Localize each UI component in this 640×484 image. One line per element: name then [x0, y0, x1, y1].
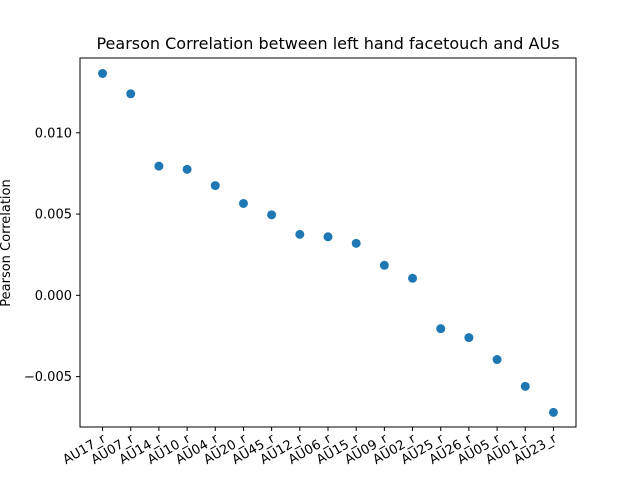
data-point: [520, 381, 530, 391]
data-point: [267, 210, 277, 220]
data-point: [182, 164, 192, 174]
y-axis-ticks: −0.005 0.000 0.005 0.010: [24, 126, 80, 385]
data-point: [126, 89, 136, 99]
y-tick-label: 0.010: [35, 126, 72, 141]
data-point: [408, 273, 418, 283]
data-point: [351, 238, 361, 248]
y-tick-label: −0.005: [24, 370, 72, 385]
data-point: [295, 229, 305, 239]
chart-title: Pearson Correlation between left hand fa…: [96, 34, 559, 53]
data-point: [98, 68, 108, 78]
data-point: [436, 324, 446, 334]
y-tick-label: 0.005: [35, 208, 72, 223]
plot-area-frame: [79, 57, 577, 428]
data-point: [548, 407, 558, 417]
y-tick-label: 0.000: [35, 289, 72, 304]
data-point: [379, 260, 389, 270]
data-points: [98, 68, 558, 417]
data-point: [492, 355, 502, 365]
data-point: [464, 333, 474, 343]
data-point: [238, 198, 248, 208]
data-point: [210, 181, 220, 191]
data-point: [154, 161, 164, 171]
y-axis-label: Pearson Correlation: [0, 179, 14, 306]
data-point: [323, 232, 333, 242]
